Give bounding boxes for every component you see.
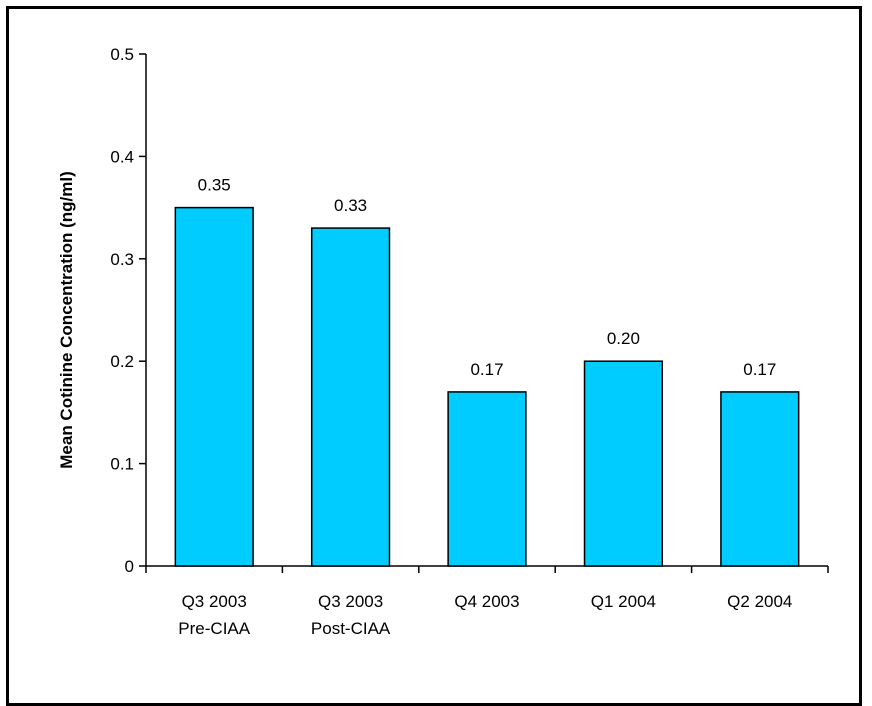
- bar: [310, 227, 391, 567]
- bar: [720, 391, 800, 567]
- bar-chart: 0 0.1 0.2 0.3 0.4 0.5 Q3 2003 Pre-CIAA Q3 2003 P…: [57, 45, 829, 638]
- data-label: 0.35: [198, 176, 231, 195]
- x-axis: Q3 2003 Pre-CIAA Q3 2003 Post-CIAA Q4 2003 Q1…: [145, 565, 829, 638]
- data-label: 0.17: [470, 360, 503, 379]
- x-tick-label: Post-CIAA: [311, 619, 391, 638]
- x-tick-label: Q1 2004: [591, 592, 656, 611]
- bar: [583, 360, 664, 567]
- bar: [447, 391, 527, 567]
- data-labels: 0.35 0.33 0.17 0.20 0.17: [198, 176, 777, 379]
- data-label: 0.33: [334, 196, 367, 215]
- x-tick-label: Q4 2003: [454, 592, 519, 611]
- data-label: 0.17: [743, 360, 776, 379]
- x-tick-label: Q3 2003: [318, 592, 383, 611]
- data-label: 0.20: [607, 329, 640, 348]
- y-tick-label: 0.2: [110, 352, 134, 371]
- y-tick-label: 0.5: [110, 45, 134, 64]
- y-tick-label: 0: [125, 557, 134, 576]
- chart-frame: [6, 6, 862, 706]
- bars: [174, 206, 800, 567]
- y-tick-label: 0.1: [110, 455, 134, 474]
- x-tick-label: Q2 2004: [727, 592, 792, 611]
- x-tick-label: Q3 2003: [182, 592, 247, 611]
- bar: [174, 206, 254, 567]
- y-axis-label: Mean Cotinine Concentration (ng/ml): [57, 171, 76, 469]
- y-tick-label: 0.3: [110, 250, 134, 269]
- y-axis: 0 0.1 0.2 0.3 0.4 0.5: [110, 45, 147, 576]
- x-tick-label: Pre-CIAA: [178, 619, 250, 638]
- y-tick-label: 0.4: [110, 147, 134, 166]
